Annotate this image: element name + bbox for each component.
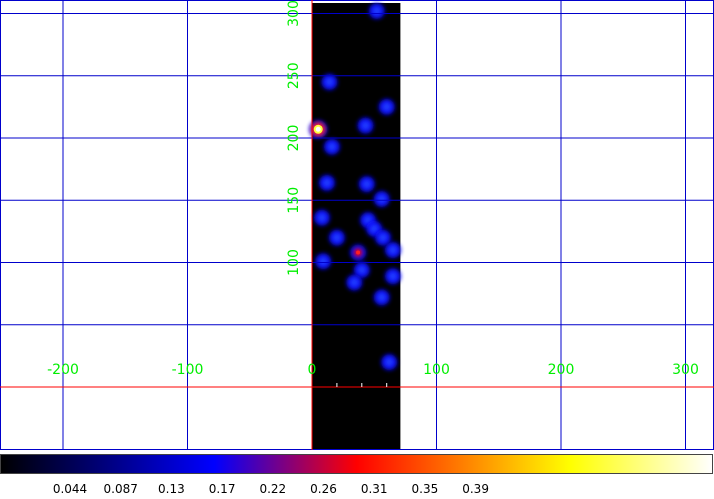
colorbar-tick-label: 0.087 bbox=[103, 482, 138, 496]
colorbar-gradient bbox=[0, 454, 713, 474]
colorbar-tick-label: 0.26 bbox=[310, 482, 337, 496]
source-core bbox=[378, 233, 387, 242]
source-core bbox=[388, 246, 397, 255]
source-core bbox=[357, 265, 366, 274]
colorbar-tick-label: 0.13 bbox=[158, 482, 185, 496]
heatmap-plot: -200-1000100200300100150200250300350 bbox=[0, 0, 714, 450]
y-tick-label: 150 bbox=[286, 187, 302, 214]
source-core bbox=[361, 121, 370, 130]
y-tick-label: 250 bbox=[286, 62, 302, 89]
y-tick-label: 200 bbox=[286, 125, 302, 152]
x-tick-label: 200 bbox=[548, 362, 575, 378]
y-tick-label: 100 bbox=[286, 249, 302, 276]
source-core bbox=[388, 272, 397, 281]
colorbar-tick-label: 0.35 bbox=[411, 482, 439, 496]
colorbar-tick-label: 0.17 bbox=[208, 482, 236, 496]
source-core bbox=[385, 358, 394, 367]
source-core bbox=[317, 213, 326, 222]
source-peak bbox=[315, 126, 321, 132]
source-core bbox=[377, 293, 386, 302]
colorbar: 0.044 0.087 0.13 0.17 0.22 0.26 0.31 0.35 0.39 bbox=[0, 453, 714, 499]
source-core bbox=[327, 142, 336, 151]
colorbar-tick-label: 0.044 bbox=[52, 482, 88, 496]
colorbar-tick-label: 0.22 bbox=[259, 482, 287, 496]
source-core bbox=[382, 102, 391, 111]
x-tick-label: -200 bbox=[47, 362, 79, 378]
source-core bbox=[350, 278, 359, 287]
source-core bbox=[377, 195, 386, 204]
source-core bbox=[322, 178, 331, 187]
colorbar-tick-label: 0.31 bbox=[360, 482, 388, 496]
source-core bbox=[325, 77, 334, 86]
x-tick-label: 100 bbox=[423, 362, 450, 378]
source-core bbox=[362, 180, 371, 189]
x-tick-label: 300 bbox=[672, 362, 699, 378]
image-region bbox=[312, 3, 401, 450]
source-core bbox=[319, 257, 328, 266]
y-tick-label: 300 bbox=[286, 0, 302, 27]
source-core bbox=[332, 233, 341, 242]
source-core bbox=[370, 224, 379, 233]
x-tick-label: 0 bbox=[308, 362, 317, 378]
colorbar-tick-label: 0.39 bbox=[462, 482, 489, 496]
x-tick-label: -100 bbox=[172, 362, 204, 378]
source-peak bbox=[356, 250, 361, 255]
